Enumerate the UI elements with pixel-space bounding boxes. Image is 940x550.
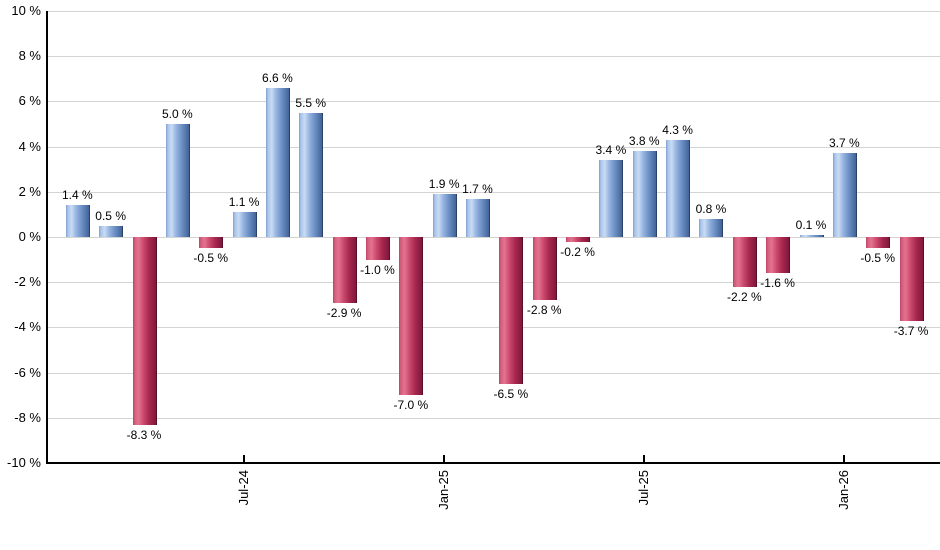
- y-axis-label: 6 %: [18, 93, 41, 109]
- x-axis-tick: [843, 455, 846, 464]
- x-axis-tick: [643, 455, 646, 464]
- bar-value-label: -2.2 %: [726, 289, 762, 304]
- bar-value-label: 1.7 %: [462, 181, 493, 196]
- bar-value-label: 0.1 %: [795, 217, 827, 232]
- y-axis-label: 8 %: [18, 48, 41, 64]
- bar-positive[interactable]: [799, 234, 824, 237]
- y-axis-label: -8 %: [14, 409, 41, 425]
- y-axis-label: 2 %: [18, 183, 41, 199]
- bar-positive[interactable]: [832, 153, 857, 237]
- bar-positive[interactable]: [299, 112, 324, 237]
- bar-negative[interactable]: [199, 237, 224, 249]
- grid-line: [48, 101, 940, 103]
- bar-positive[interactable]: [265, 87, 290, 237]
- x-axis-tick-label: Jul-24: [236, 470, 252, 506]
- grid-line: [48, 237, 940, 238]
- x-axis-tick-label: Jan-25: [436, 470, 452, 510]
- bar-value-label: -0.5 %: [860, 251, 896, 266]
- bar-value-label: -2.9 %: [326, 305, 362, 320]
- x-axis-tick-label: Jan-26: [836, 470, 852, 510]
- bar-positive[interactable]: [699, 218, 724, 237]
- bar-value-label: 5.5 %: [295, 95, 327, 110]
- bar-value-label: 0.5 %: [95, 208, 126, 223]
- grid-line: [48, 372, 940, 374]
- bar-positive[interactable]: [632, 151, 657, 237]
- bar-value-label: -8.3 %: [126, 427, 162, 442]
- bar-value-label: -1.6 %: [760, 276, 795, 291]
- grid-line: [48, 56, 940, 58]
- bar-value-label: -3.7 %: [893, 323, 929, 338]
- y-axis-label: -10 %: [7, 455, 41, 470]
- bar-positive[interactable]: [65, 205, 90, 237]
- x-axis-tick: [243, 455, 246, 464]
- bar-value-label: -0.5 %: [193, 251, 229, 266]
- bar-negative[interactable]: [732, 237, 757, 287]
- y-axis-label: -4 %: [14, 319, 41, 335]
- bar-value-label: 1.1 %: [228, 195, 260, 210]
- bar-negative[interactable]: [532, 237, 557, 301]
- bar-negative[interactable]: [866, 237, 891, 249]
- bar-value-label: 3.7 %: [829, 136, 860, 151]
- y-axis-label: 10 %: [11, 3, 41, 18]
- bar-negative[interactable]: [499, 237, 524, 384]
- bar-value-label: 3.8 %: [628, 134, 660, 149]
- bar-negative[interactable]: [332, 237, 357, 303]
- bar-positive[interactable]: [599, 160, 624, 237]
- bar-positive[interactable]: [466, 198, 490, 237]
- bar-value-label: -1.0 %: [360, 262, 395, 277]
- x-axis-tick-label: Jul-25: [636, 470, 652, 506]
- bar-positive[interactable]: [232, 212, 257, 237]
- bar-value-label: 1.4 %: [61, 188, 93, 203]
- bar-positive[interactable]: [99, 225, 124, 237]
- bar-positive[interactable]: [666, 139, 691, 237]
- bar-negative[interactable]: [566, 237, 591, 242]
- grid-line: [48, 11, 940, 12]
- y-axis-label: -6 %: [14, 364, 41, 380]
- bar-negative[interactable]: [766, 237, 791, 274]
- bar-value-label: 0.8 %: [695, 201, 727, 216]
- grid-line: [48, 417, 940, 419]
- bar-value-label: 5.0 %: [162, 107, 193, 121]
- y-axis-label: -2 %: [14, 274, 41, 290]
- bar-value-label: -2.8 %: [526, 303, 562, 318]
- grid-line: [48, 327, 940, 329]
- y-axis-label: 4 %: [18, 138, 41, 154]
- x-axis-line: [46, 462, 940, 464]
- bar-value-label: -0.2 %: [560, 244, 595, 259]
- x-axis-tick: [443, 455, 446, 464]
- bar-value-label: 6.6 %: [262, 70, 293, 85]
- bar-value-label: -7.0 %: [393, 398, 429, 413]
- y-axis-label: 0 %: [18, 229, 41, 244]
- bar-positive[interactable]: [432, 194, 457, 237]
- bar-value-label: -6.5 %: [493, 386, 529, 401]
- y-axis-line: [46, 11, 48, 464]
- bar-negative[interactable]: [365, 237, 390, 260]
- bar-value-label: 4.3 %: [662, 122, 693, 137]
- bar-negative[interactable]: [132, 237, 157, 425]
- bar-negative[interactable]: [899, 237, 924, 321]
- bar-positive[interactable]: [165, 124, 190, 237]
- bar-value-label: 1.9 %: [428, 177, 460, 192]
- bar-value-label: 3.4 %: [595, 143, 627, 158]
- bar-negative[interactable]: [399, 237, 424, 396]
